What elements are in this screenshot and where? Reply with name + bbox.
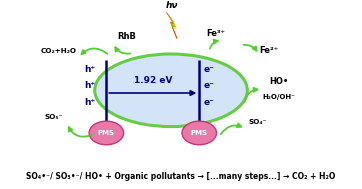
Text: H₂O/OH⁻: H₂O/OH⁻ <box>262 94 295 100</box>
Text: SO₄•⁻/ SO₅•⁻/ HO• + Organic pollutants → [...many steps...] → CO₂ + H₂O: SO₄•⁻/ SO₅•⁻/ HO• + Organic pollutants →… <box>26 172 336 181</box>
Text: h⁺: h⁺ <box>84 65 95 74</box>
Text: Fe²⁺: Fe²⁺ <box>259 46 278 55</box>
Ellipse shape <box>182 121 216 145</box>
Text: Fe³⁺: Fe³⁺ <box>206 29 225 38</box>
Ellipse shape <box>95 54 247 127</box>
Polygon shape <box>168 14 178 40</box>
Ellipse shape <box>89 121 123 145</box>
Polygon shape <box>167 12 177 39</box>
Text: PMS: PMS <box>98 130 115 136</box>
Text: SO₄⁻: SO₄⁻ <box>248 119 266 125</box>
Polygon shape <box>171 22 177 39</box>
Text: 1.92 eV: 1.92 eV <box>134 76 172 85</box>
Text: RhB: RhB <box>117 32 136 41</box>
Text: h⁺: h⁺ <box>84 98 95 108</box>
Text: hν: hν <box>166 1 178 10</box>
Text: h⁺: h⁺ <box>84 81 95 90</box>
Text: SO₅⁻: SO₅⁻ <box>44 114 63 120</box>
Text: CO₂+H₂O: CO₂+H₂O <box>40 48 76 54</box>
Text: e⁻: e⁻ <box>204 98 215 108</box>
Text: e⁻: e⁻ <box>204 81 215 90</box>
Text: HO•: HO• <box>269 77 289 86</box>
Text: PMS: PMS <box>191 130 208 136</box>
Text: e⁻: e⁻ <box>204 65 215 74</box>
